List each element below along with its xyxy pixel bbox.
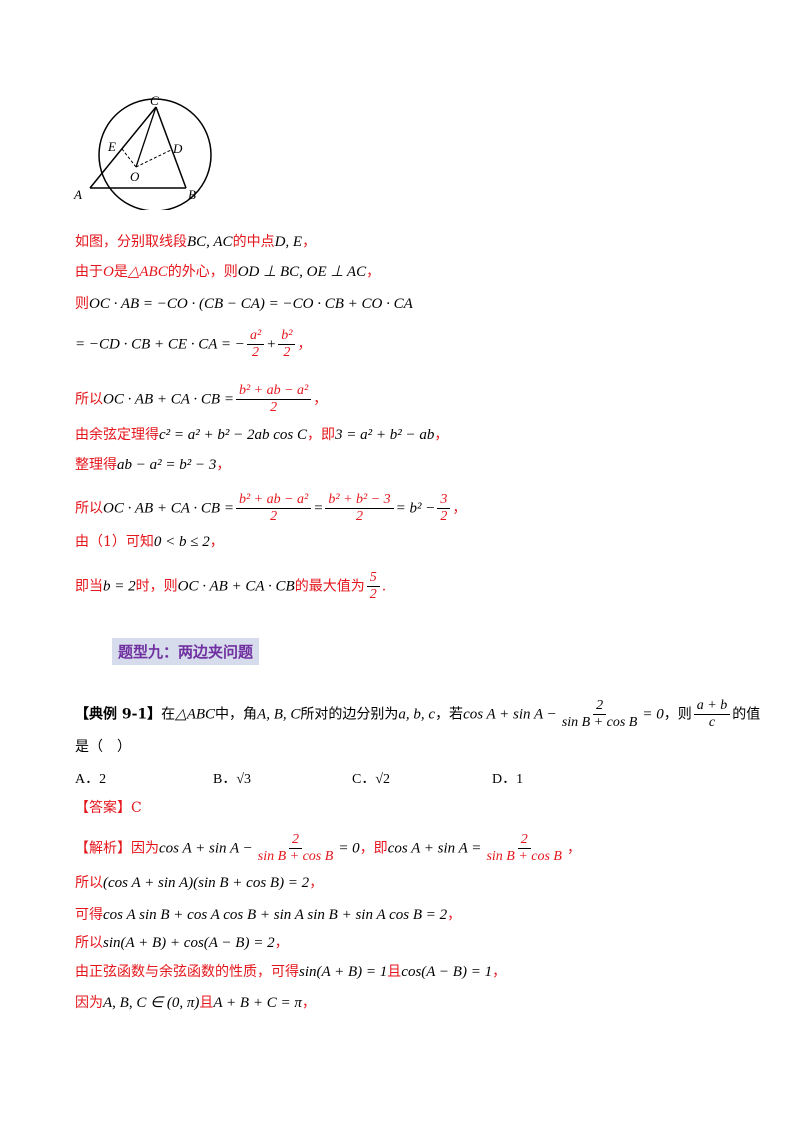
example-tag: 【典例 9-1】: [75, 706, 162, 723]
label-c: C: [150, 95, 159, 108]
solution-line-2: 由于O是△ABC的外心，则OD ⊥ BC, OE ⊥ AC，: [75, 264, 381, 280]
circumcircle: [98, 98, 212, 210]
circle-triangle-figure: C E D O A B: [73, 95, 212, 210]
choice-d: D．1: [492, 772, 524, 787]
example-question: 【典例 9-1】在△ABC中，角A, B, C所对的边分别为a, b, c，若c…: [75, 698, 761, 730]
solution-line-6: 由余弦定理得c² = a² + b² − 2ab cos C，即3 = a² +…: [75, 427, 449, 443]
segment-oe: [121, 148, 137, 168]
label-b: B: [188, 187, 196, 202]
analysis-line-5: 由正弦函数与余弦函数的性质，可得sin(A + B) = 1且cos(A − B…: [75, 964, 507, 980]
solution-line-3: 则OC · AB = −CO · (CB − CA) = −CO · CB + …: [75, 296, 413, 312]
solution-line-4: = −CD · CB + CE · CA = − a² 2 + b² 2，: [75, 328, 312, 360]
solution-line-8: 所以OC · AB + CA · CB = b² + ab − a² 2 = b² + …: [75, 492, 467, 524]
vector-oc: [135, 106, 157, 168]
analysis-line-4: 所以sin(A + B) + cos(A − B) = 2，: [75, 935, 289, 951]
solution-line-5: 所以OC · AB + CA · CB = b² + ab − a² 2，: [75, 383, 328, 415]
analysis-line-1: 【解析】因为cos A + sin A −2 sin B + cos B = 0，即…: [75, 832, 581, 864]
answer-line: 【答案】C: [75, 800, 142, 816]
label-a: A: [73, 187, 82, 202]
analysis-line-6: 因为A, B, C ∈ (0, π)且A + B + C = π，: [75, 995, 316, 1011]
analysis-line-2: 所以(cos A + sin A)(sin B + cos B) = 2，: [75, 875, 324, 891]
solution-line-7: 整理得ab − a² = b² − 3，: [75, 457, 231, 473]
choice-c: C．√2: [352, 772, 391, 787]
side-bc: [155, 106, 187, 189]
example-question-line-2: 是（ ）: [75, 739, 131, 755]
label-e: E: [107, 139, 116, 154]
segment-od: [135, 149, 172, 168]
label-o: O: [130, 169, 140, 184]
section-heading: 题型九：两边夹问题: [112, 638, 260, 665]
choice-a: A．2: [75, 772, 107, 787]
solution-line-9: 由（1）可知0 < b ≤ 2，: [75, 534, 224, 550]
choice-b: B．√3: [213, 772, 252, 787]
label-d: D: [172, 141, 183, 156]
analysis-line-3: 可得cos A sin B + cos A cos B + sin A sin …: [75, 907, 462, 923]
side-ac: [89, 106, 157, 189]
solution-line-10: 即当b = 2时，则OC · AB + CA · CB的最大值为 5 2.: [75, 570, 387, 602]
solution-line-1: 如图，分别取线段BC, AC的中点D, E，: [75, 234, 317, 250]
